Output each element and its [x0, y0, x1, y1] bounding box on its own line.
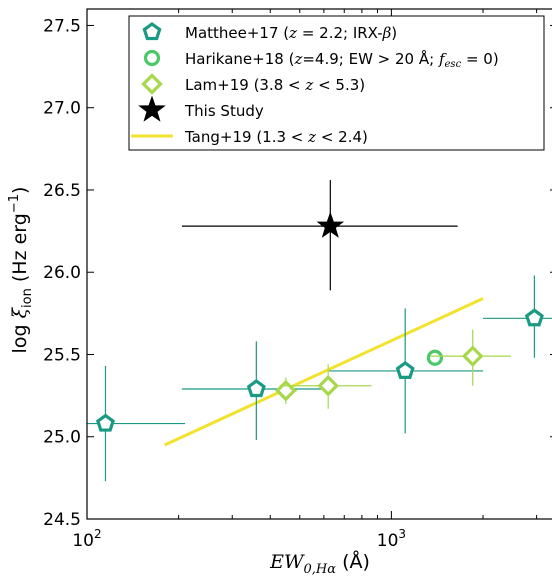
y-tick-label: 24.5 [43, 510, 81, 530]
diamond-marker [461, 345, 484, 367]
legend-star-marker [138, 95, 166, 122]
legend-entry-1: Harikane+18 (z=4.9; EW > 20 Å; fesc = 0) [143, 49, 499, 70]
tang-relation-line [164, 297, 484, 447]
data-point-pentagon-1 [181, 341, 335, 441]
data-point-pentagon-0 [87, 366, 186, 482]
y-tick-label: 26.0 [43, 263, 81, 283]
axis-ticks: 24.5 25.0 25.5 26.0 26.5 27.0 27.5 102 103 [43, 9, 552, 551]
data-point-diamond-0 [275, 377, 298, 404]
y-tick-label: 25.5 [43, 345, 81, 365]
circle-marker [426, 349, 444, 366]
legend-entry-4: Tang+19 (1.3 < z < 2.4) [131, 128, 368, 146]
pentagon-marker [246, 379, 266, 398]
pentagon-marker [395, 360, 415, 380]
legend-entry-3: This Study [138, 95, 264, 122]
data-point-pentagon-3 [483, 275, 552, 358]
legend-entry-2: Lam+19 (3.8 < z < 5.3) [141, 73, 365, 95]
diamond-marker [317, 374, 339, 397]
data-point-circle-0 [426, 349, 444, 366]
y-tick-label: 26.5 [43, 181, 81, 201]
data-point-diamond-2 [430, 329, 511, 386]
legend-label: Harikane+18 (z=4.9; EW > 20 Å; fesc = 0) [185, 49, 499, 70]
data-point-diamond-1 [279, 364, 372, 409]
y-tick-label: 27.0 [43, 99, 81, 119]
legend-circle-marker [143, 49, 161, 67]
y-tick-label: 25.0 [43, 428, 81, 448]
legend-label: Matthee+17 (z = 2.2; IRX-β) [185, 24, 397, 42]
axes-frame [86, 8, 552, 520]
star-marker [316, 211, 345, 238]
data-point-star-0 [181, 180, 458, 291]
x-tick-label: 102 [72, 527, 101, 551]
plot-marks [87, 180, 552, 482]
legend-entry-0: Matthee+17 (z = 2.2; IRX-β) [142, 22, 397, 42]
pentagon-marker [95, 413, 115, 432]
legend-label: Lam+19 (3.8 < z < 5.3) [185, 76, 365, 94]
legend-pentagon-marker [142, 22, 162, 41]
y-tick-label: 27.5 [43, 16, 81, 36]
legend-box [128, 15, 545, 151]
x-tick-label: 103 [377, 527, 406, 551]
pentagon-marker [524, 308, 544, 327]
legend-diamond-marker [141, 73, 163, 95]
legend-label: This Study [184, 102, 264, 120]
x-axis-label: EW0,Hα (Å) [269, 550, 370, 576]
legend: Matthee+17 (z = 2.2; IRX-β) Harikane+18 (… [128, 15, 545, 151]
y-axis-label: log ξion (Hz erg−1) [7, 187, 35, 354]
legend-label: Tang+19 (1.3 < z < 2.4) [184, 128, 368, 146]
diamond-marker [275, 379, 297, 402]
data-point-pentagon-2 [329, 308, 484, 434]
